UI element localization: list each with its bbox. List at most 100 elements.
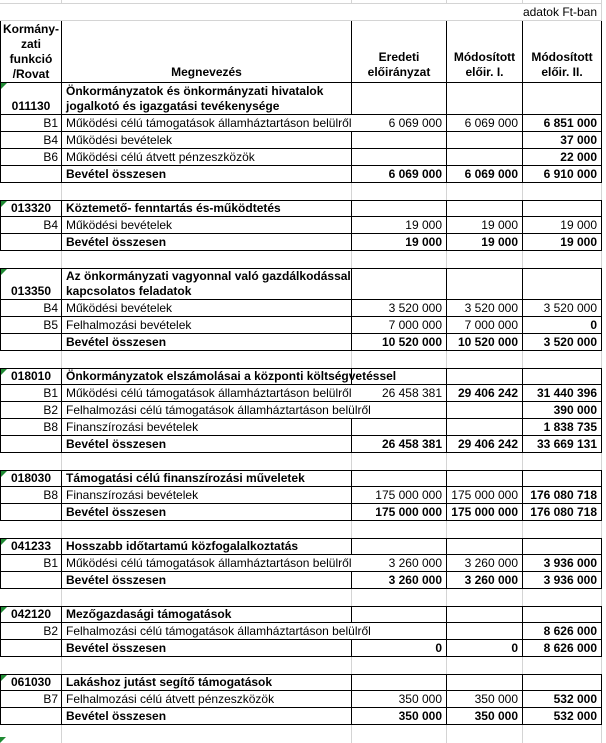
cell-value-eredeti[interactable]: 3 520 000: [352, 300, 447, 316]
empty-cell[interactable]: [62, 351, 352, 368]
cell-value-eredeti[interactable]: [352, 623, 447, 639]
empty-cell[interactable]: [0, 251, 62, 268]
section-title-cell[interactable]: Önkormányzatok és önkormányzati hivatalo…: [62, 83, 352, 114]
cell-value-mod1[interactable]: 19 000: [447, 217, 523, 233]
empty-cell[interactable]: [447, 369, 523, 384]
empty-cell[interactable]: [523, 351, 602, 368]
cell-value-mod1[interactable]: [447, 402, 523, 418]
cell-value-eredeti[interactable]: 3 260 000: [352, 572, 447, 588]
cell-value-mod1[interactable]: 10 520 000: [447, 334, 523, 350]
empty-cell[interactable]: [352, 725, 447, 743]
empty-cell[interactable]: [352, 201, 447, 216]
empty-cell[interactable]: [352, 471, 447, 486]
empty-cell[interactable]: [352, 269, 447, 299]
empty-cell[interactable]: [0, 166, 62, 182]
cell-row-code[interactable]: B1: [0, 555, 62, 571]
section-code-cell[interactable]: 013320: [0, 201, 62, 216]
header-eredeti[interactable]: Eredeti előirányzat: [352, 21, 447, 82]
cell-label[interactable]: Működési célú támogatások államháztartás…: [66, 116, 352, 130]
cell-label[interactable]: Finanszírozási bevételek: [62, 419, 352, 435]
total-label-cell[interactable]: Bevétel összesen: [62, 334, 352, 350]
cell-value-mod2[interactable]: 3 520 000: [523, 300, 602, 316]
cell-value-mod2[interactable]: 6 910 000: [523, 166, 602, 182]
cell-value-eredeti[interactable]: [352, 132, 447, 148]
empty-cell[interactable]: [523, 269, 602, 299]
empty-cell[interactable]: [352, 589, 447, 606]
cell-value-eredeti[interactable]: 350 000: [352, 708, 447, 724]
empty-cell[interactable]: [447, 269, 523, 299]
empty-cell[interactable]: [0, 334, 62, 350]
empty-cell[interactable]: [523, 453, 602, 470]
header-modositott-1[interactable]: Módosított előir. I.: [447, 21, 523, 82]
cell-value-mod2[interactable]: 19 000: [523, 217, 602, 233]
cell-row-code[interactable]: B4: [0, 132, 62, 148]
empty-cell[interactable]: [523, 369, 602, 384]
empty-cell[interactable]: [447, 589, 523, 606]
cell-value-mod1[interactable]: [447, 132, 523, 148]
empty-cell[interactable]: [523, 471, 602, 486]
cell-value-mod2[interactable]: 390 000: [523, 402, 602, 418]
header-funkcio-rovat[interactable]: Kormány- zati funkció /Rovat: [0, 21, 62, 82]
cell-label[interactable]: Működési bevételek: [62, 132, 352, 148]
empty-cell[interactable]: [352, 351, 447, 368]
total-label-cell[interactable]: Bevétel összesen: [62, 708, 352, 724]
cell-value-eredeti[interactable]: 6 069 000: [352, 115, 447, 131]
empty-cell[interactable]: [352, 539, 447, 554]
cell-row-code[interactable]: B7: [0, 691, 62, 707]
cell-value-mod1[interactable]: 6 069 000: [447, 166, 523, 182]
section-code-cell[interactable]: 018010: [0, 369, 62, 384]
empty-cell[interactable]: [62, 251, 352, 268]
cell-value-mod1[interactable]: 3 260 000: [447, 572, 523, 588]
empty-cell[interactable]: [0, 183, 62, 200]
empty-cell[interactable]: [0, 521, 62, 538]
cell-value-mod1[interactable]: 29 406 242: [447, 436, 523, 452]
empty-cell[interactable]: [0, 725, 62, 743]
section-code-cell[interactable]: 011130: [0, 83, 62, 114]
header-modositott-2[interactable]: Módosított előir. II.: [523, 21, 602, 82]
total-label-cell[interactable]: Bevétel összesen: [62, 504, 352, 520]
cell-label[interactable]: Működési bevételek: [62, 217, 352, 233]
cell-value-mod1[interactable]: 3 260 000: [447, 555, 523, 571]
cell-value-mod2[interactable]: 6 851 000: [523, 115, 602, 131]
empty-cell[interactable]: [62, 521, 352, 538]
cell-row-code[interactable]: B8: [0, 487, 62, 503]
section-code-cell[interactable]: 061030: [0, 675, 62, 690]
header-megnevezes[interactable]: Megnevezés: [62, 21, 352, 82]
cell-value-mod1[interactable]: 3 520 000: [447, 300, 523, 316]
total-label-cell[interactable]: Bevétel összesen: [62, 234, 352, 250]
section-title-cell[interactable]: Mezőgazdasági támogatások: [62, 607, 352, 622]
cell-label[interactable]: Felhalmozási célú támogatások államházta…: [66, 624, 371, 638]
empty-cell[interactable]: [0, 453, 62, 470]
empty-cell[interactable]: [62, 657, 352, 674]
cell-value-mod2[interactable]: 176 080 718: [523, 487, 602, 503]
empty-cell[interactable]: [0, 657, 62, 674]
cell-row-code[interactable]: B1: [0, 385, 62, 401]
total-label-cell[interactable]: Bevétel összesen: [62, 166, 352, 182]
empty-cell[interactable]: [0, 589, 62, 606]
cell-row-code[interactable]: B2: [0, 402, 62, 418]
empty-cell[interactable]: [447, 725, 523, 743]
section-title-cell[interactable]: Lakáshoz jutást segítő támogatások: [62, 675, 352, 690]
total-label-cell[interactable]: Bevétel összesen: [62, 572, 352, 588]
cell-value-mod2[interactable]: 3 520 000: [523, 334, 602, 350]
cell-row-code[interactable]: B8: [0, 419, 62, 435]
cell-value-eredeti[interactable]: [352, 419, 447, 435]
cell-value-mod2[interactable]: 37 000: [523, 132, 602, 148]
empty-cell[interactable]: [523, 183, 602, 200]
cell-value-mod1[interactable]: 175 000 000: [447, 504, 523, 520]
cell-label[interactable]: Felhalmozási bevételek: [62, 317, 352, 333]
cell-value-mod2[interactable]: 532 000: [523, 708, 602, 724]
section-title-cell[interactable]: Az önkormányzati vagyonnal való gazdálko…: [62, 269, 352, 299]
cell-row-code[interactable]: B1: [0, 115, 62, 131]
empty-cell[interactable]: [62, 453, 352, 470]
cell-row-code[interactable]: B5: [0, 317, 62, 333]
empty-cell[interactable]: [62, 725, 352, 743]
cell-value-eredeti[interactable]: 6 069 000: [352, 166, 447, 182]
empty-cell[interactable]: [0, 640, 62, 656]
empty-cell[interactable]: [352, 369, 447, 384]
total-label-cell[interactable]: Bevétel összesen: [62, 640, 352, 656]
cell-label[interactable]: Finanszírozási bevételek: [62, 487, 352, 503]
cell-value-mod1[interactable]: [447, 419, 523, 435]
cell-value-mod2[interactable]: 19 000: [523, 234, 602, 250]
empty-cell[interactable]: [352, 657, 447, 674]
